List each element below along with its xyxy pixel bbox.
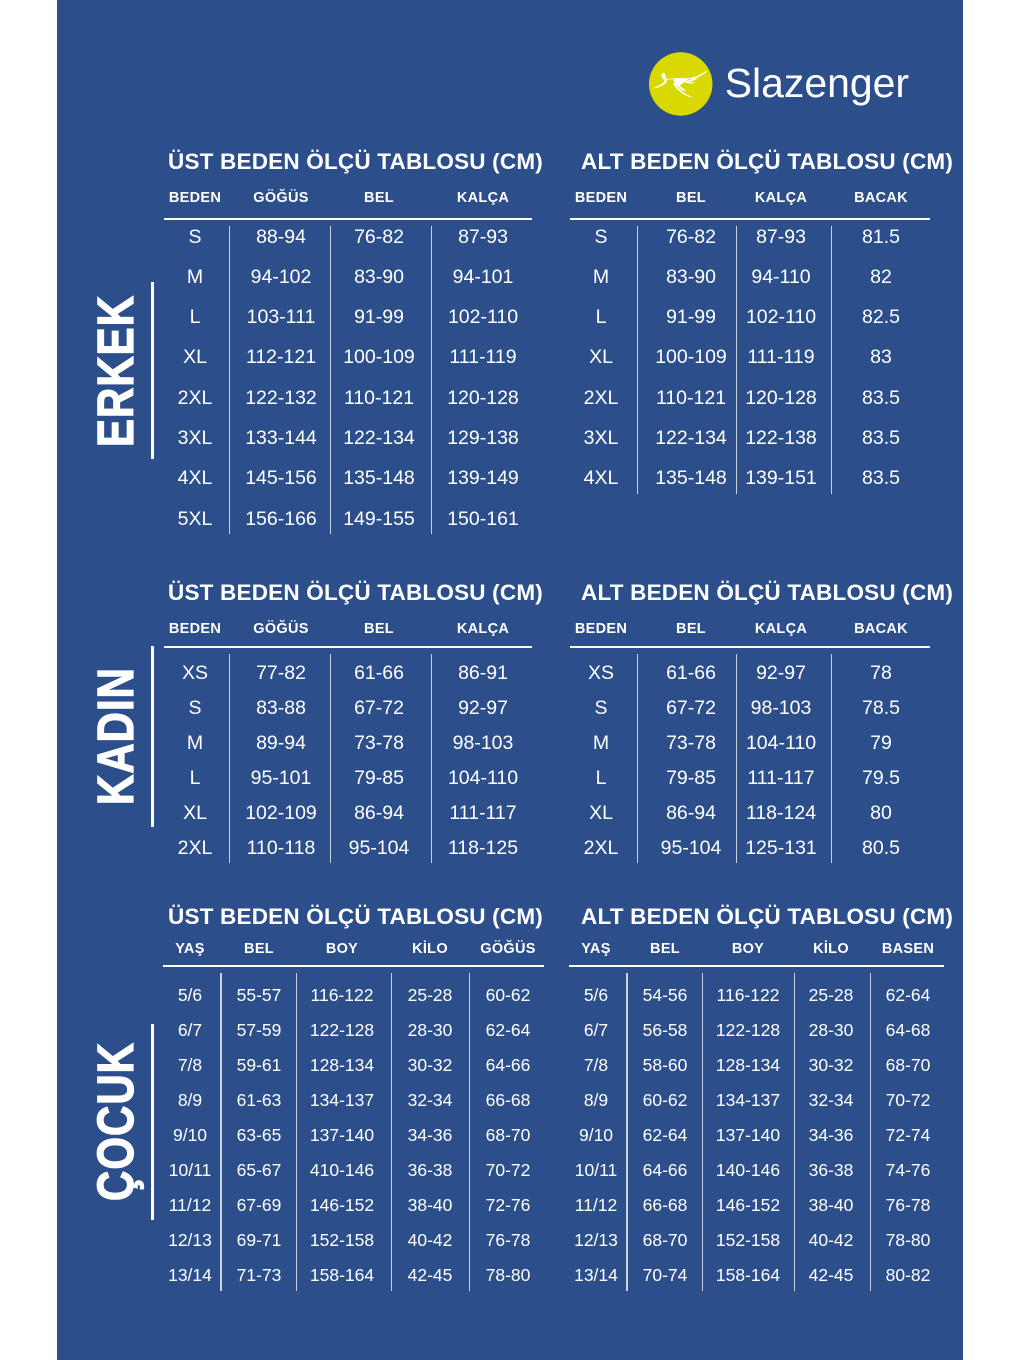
svg-text:Slazenger: Slazenger (725, 60, 909, 106)
